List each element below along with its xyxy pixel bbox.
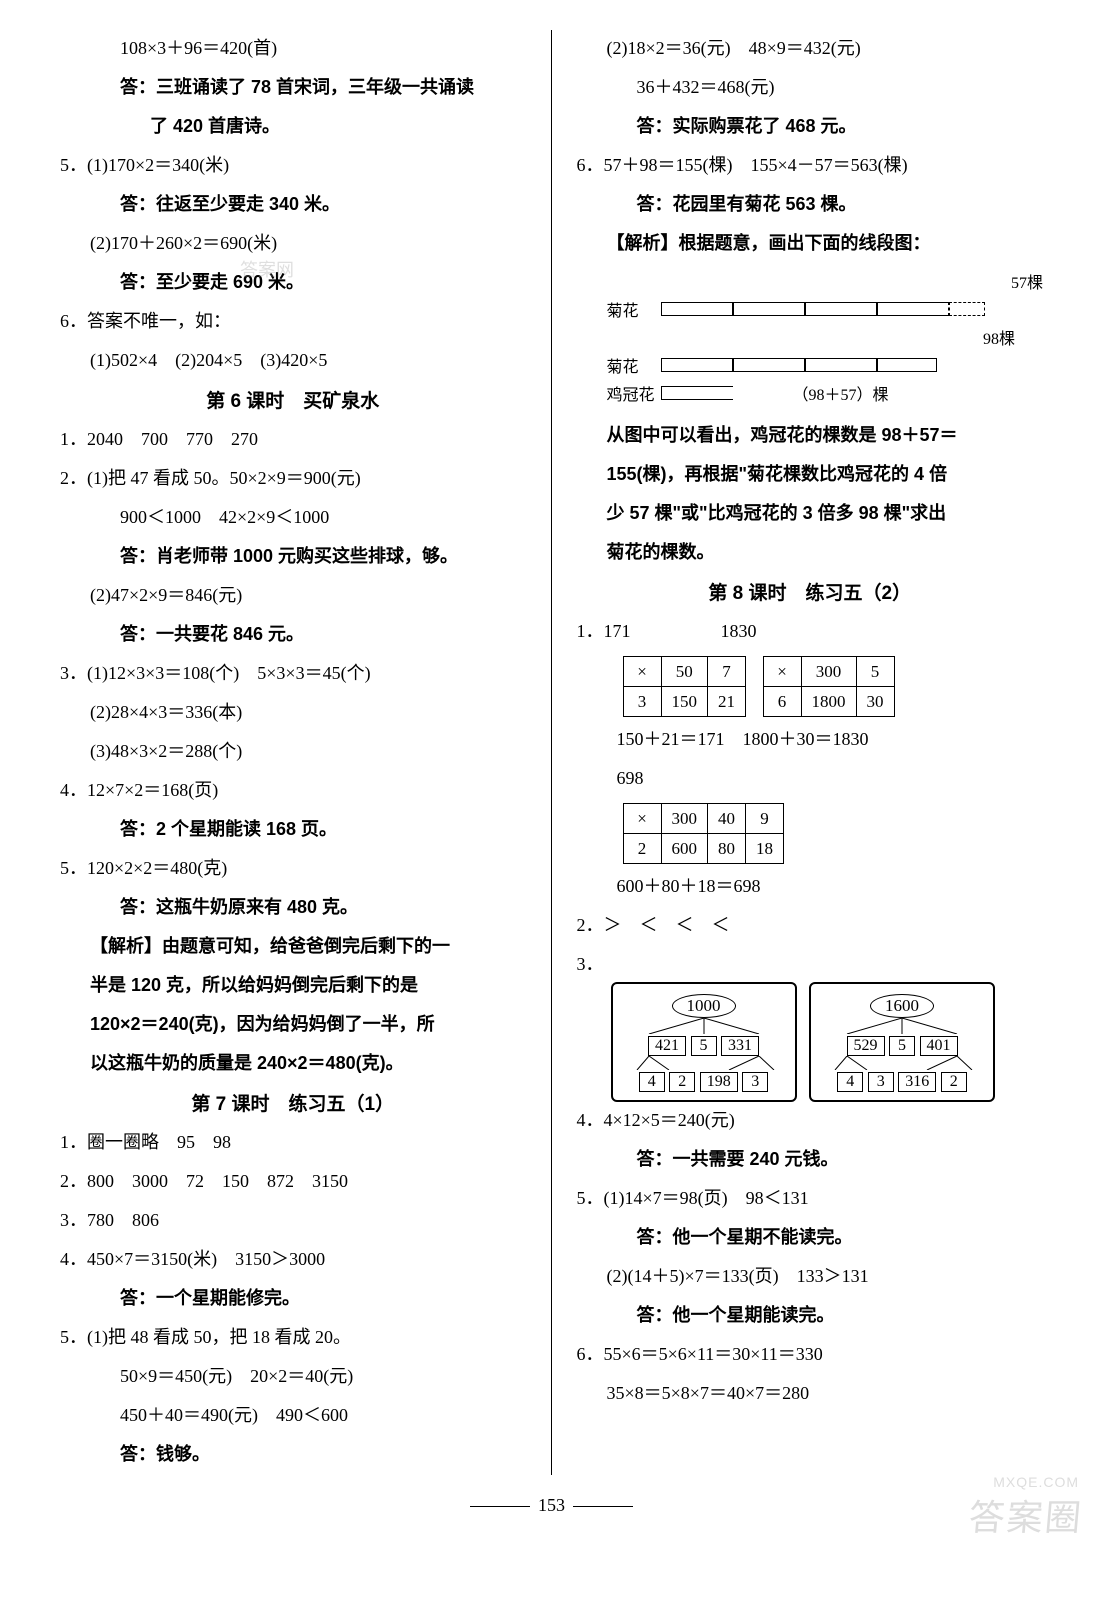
tree-node: 401 bbox=[920, 1036, 958, 1056]
tree-node: 2 bbox=[941, 1072, 967, 1092]
text-line: 6．57＋98＝155(棵) 155×4－57＝563(棵) bbox=[577, 147, 1044, 183]
explain: 菊花的棵数。 bbox=[577, 534, 1044, 570]
tree-node: 316 bbox=[898, 1072, 936, 1092]
heading-lesson-8: 第 8 课时 练习五（2） bbox=[577, 578, 1044, 605]
text-line: 698 bbox=[577, 760, 1044, 796]
segment-diagram: 57棵 菊花 98棵 菊花 鸡冠花 （98＋57）棵 bbox=[607, 267, 1044, 407]
answer: 答：一共要花 846 元。 bbox=[60, 616, 526, 652]
text-line: (2)18×2＝36(元) 48×9＝432(元) bbox=[577, 30, 1044, 66]
tree-top: 1000 bbox=[672, 994, 736, 1018]
tree-node: 5 bbox=[691, 1036, 717, 1056]
diagram-row-label: 菊花 bbox=[607, 297, 661, 321]
text-line: 3．(1)12×3×3＝108(个) 5×3×3＝45(个) bbox=[60, 655, 526, 691]
explain: 155(棵)，再根据"菊花棵数比鸡冠花的 4 倍 bbox=[577, 456, 1044, 492]
diagram-row-label: 鸡冠花 bbox=[607, 381, 661, 405]
text-line: 50×9＝450(元) 20×2＝40(元) bbox=[60, 1358, 526, 1394]
watermark-url: MXQE.COM bbox=[993, 1474, 1079, 1490]
text-line: 108×3＋96＝420(首) bbox=[60, 30, 526, 66]
text-line: 3．780 806 bbox=[60, 1202, 526, 1238]
tree-node: 421 bbox=[648, 1036, 686, 1056]
calc-tables-row: ×507 315021 ×3005 6180030 bbox=[577, 652, 1044, 721]
watermark-main: 答案圈 bbox=[967, 1489, 1086, 1541]
tree-node: 3 bbox=[868, 1072, 894, 1092]
text-line: (3)48×3×2＝288(个) bbox=[60, 733, 526, 769]
tree-node: 2 bbox=[669, 1072, 695, 1092]
heading-lesson-7: 第 7 课时 练习五（1） bbox=[60, 1089, 526, 1116]
text-line: 2．＞ ＜ ＜ ＜ bbox=[577, 907, 1044, 943]
text-line: 5．(1)把 48 看成 50，把 18 看成 20。 bbox=[60, 1319, 526, 1355]
text-line: 6．55×6＝5×6×11＝30×11＝330 bbox=[577, 1336, 1044, 1372]
explain: 120×2＝240(克)，因为给妈妈倒了一半，所 bbox=[60, 1006, 526, 1042]
answer: 了 420 首唐诗。 bbox=[60, 108, 526, 144]
text-line: 2．(1)把 47 看成 50。50×2×9＝900(元) bbox=[60, 460, 526, 496]
answer: 答：他一个星期不能读完。 bbox=[577, 1219, 1044, 1255]
tree-node: 5 bbox=[889, 1036, 915, 1056]
tree-node: 529 bbox=[847, 1036, 885, 1056]
calc-table-2: ×3005 6180030 bbox=[763, 656, 895, 717]
tree-a: 1000 421 5 331 4 2 198 3 bbox=[611, 982, 797, 1102]
explain: 少 57 棵"或"比鸡冠花的 3 倍多 98 棵"求出 bbox=[577, 495, 1044, 531]
text-line: 150＋21＝171 1800＋30＝1830 bbox=[577, 721, 1044, 757]
answer: 答：肖老师带 1000 元购买这些排球，够。 bbox=[60, 538, 526, 574]
text-line: 5．(1)14×7＝98(页) 98＜131 bbox=[577, 1180, 1044, 1216]
heading-lesson-6: 第 6 课时 买矿泉水 bbox=[60, 386, 526, 413]
text-line: (2)47×2×9＝846(元) bbox=[60, 577, 526, 613]
left-column: 108×3＋96＝420(首) 答：三班诵读了 78 首宋词，三年级一共诵读 了… bbox=[45, 30, 552, 1475]
diagram-row-label: 菊花 bbox=[607, 353, 661, 377]
text-line: 4．450×7＝3150(米) 3150＞3000 bbox=[60, 1241, 526, 1277]
tree-b: 1600 529 5 401 4 3 316 2 bbox=[809, 982, 995, 1102]
q5-1: 5．(1)170×2＝340(米) bbox=[60, 147, 526, 183]
tree-top: 1600 bbox=[870, 994, 934, 1018]
diagram-label: （98＋57）棵 bbox=[793, 381, 889, 405]
right-column: (2)18×2＝36(元) 48×9＝432(元) 36＋432＝468(元) … bbox=[552, 30, 1059, 1475]
tree-diagrams: 1000 421 5 331 4 2 198 3 1600 bbox=[577, 982, 1044, 1102]
calc-table-1: ×507 315021 bbox=[623, 656, 747, 717]
answer: 答：他一个星期能读完。 bbox=[577, 1297, 1044, 1333]
page-number: 153 bbox=[45, 1495, 1058, 1516]
tree-node: 3 bbox=[742, 1072, 768, 1092]
text-line: 5．120×2×2＝480(克) bbox=[60, 850, 526, 886]
text-line: 600＋80＋18＝698 bbox=[577, 868, 1044, 904]
tree-node: 198 bbox=[700, 1072, 738, 1092]
text-line: 450＋40＝490(元) 490＜600 bbox=[60, 1397, 526, 1433]
tree-node: 331 bbox=[721, 1036, 759, 1056]
answer: 答：往返至少要走 340 米。 bbox=[60, 186, 526, 222]
explain: 半是 120 克，所以给妈妈倒完后剩下的是 bbox=[60, 967, 526, 1003]
explain: 【解析】由题意可知，给爸爸倒完后剩下的一 bbox=[60, 928, 526, 964]
text-line: 900＜1000 42×2×9＜1000 bbox=[60, 499, 526, 535]
explain: 以这瓶牛奶的质量是 240×2＝480(克)。 bbox=[60, 1045, 526, 1081]
text-line: 36＋432＝468(元) bbox=[577, 69, 1044, 105]
answer: 答：一个星期能修完。 bbox=[60, 1280, 526, 1316]
text-line: 1．2040 700 770 270 bbox=[60, 421, 526, 457]
diagram-label: 57棵 bbox=[1011, 269, 1043, 293]
tree-node: 4 bbox=[837, 1072, 863, 1092]
answer: 答：实际购票花了 468 元。 bbox=[577, 108, 1044, 144]
text-line: 4．4×12×5＝240(元) bbox=[577, 1102, 1044, 1138]
tree-node: 4 bbox=[639, 1072, 665, 1092]
text-line: 4．12×7×2＝168(页) bbox=[60, 772, 526, 808]
q6-1: (1)502×4 (2)204×5 (3)420×5 bbox=[60, 342, 526, 378]
answer: 答：花园里有菊花 563 棵。 bbox=[577, 186, 1044, 222]
text-line: 1．圈一圈略 95 98 bbox=[60, 1124, 526, 1160]
text-line: 35×8＝5×8×7＝40×7＝280 bbox=[577, 1375, 1044, 1411]
answer: 答：一共需要 240 元钱。 bbox=[577, 1141, 1044, 1177]
diagram-label: 98棵 bbox=[983, 325, 1015, 349]
answer: 答：2 个星期能读 168 页。 bbox=[60, 811, 526, 847]
answer: 答：三班诵读了 78 首宋词，三年级一共诵读 bbox=[60, 69, 526, 105]
watermark-mid: 答案网 bbox=[240, 256, 294, 282]
text-line: 3． bbox=[577, 946, 1044, 982]
text-line: 2．800 3000 72 150 872 3150 bbox=[60, 1163, 526, 1199]
calc-table-3: ×300409 26008018 bbox=[623, 803, 785, 864]
text-line: (2)(14＋5)×7＝133(页) 133＞131 bbox=[577, 1258, 1044, 1294]
answer: 答：钱够。 bbox=[60, 1436, 526, 1472]
text-line: 1．171 1830 bbox=[577, 613, 1044, 649]
explain: 【解析】根据题意，画出下面的线段图： bbox=[577, 225, 1044, 261]
answer: 答：这瓶牛奶原来有 480 克。 bbox=[60, 889, 526, 925]
explain: 从图中可以看出，鸡冠花的棵数是 98＋57＝ bbox=[577, 417, 1044, 453]
q6: 6．答案不唯一，如： bbox=[60, 303, 526, 339]
text-line: (2)28×4×3＝336(本) bbox=[60, 694, 526, 730]
calc-tables-row: ×300409 26008018 bbox=[577, 799, 1044, 868]
